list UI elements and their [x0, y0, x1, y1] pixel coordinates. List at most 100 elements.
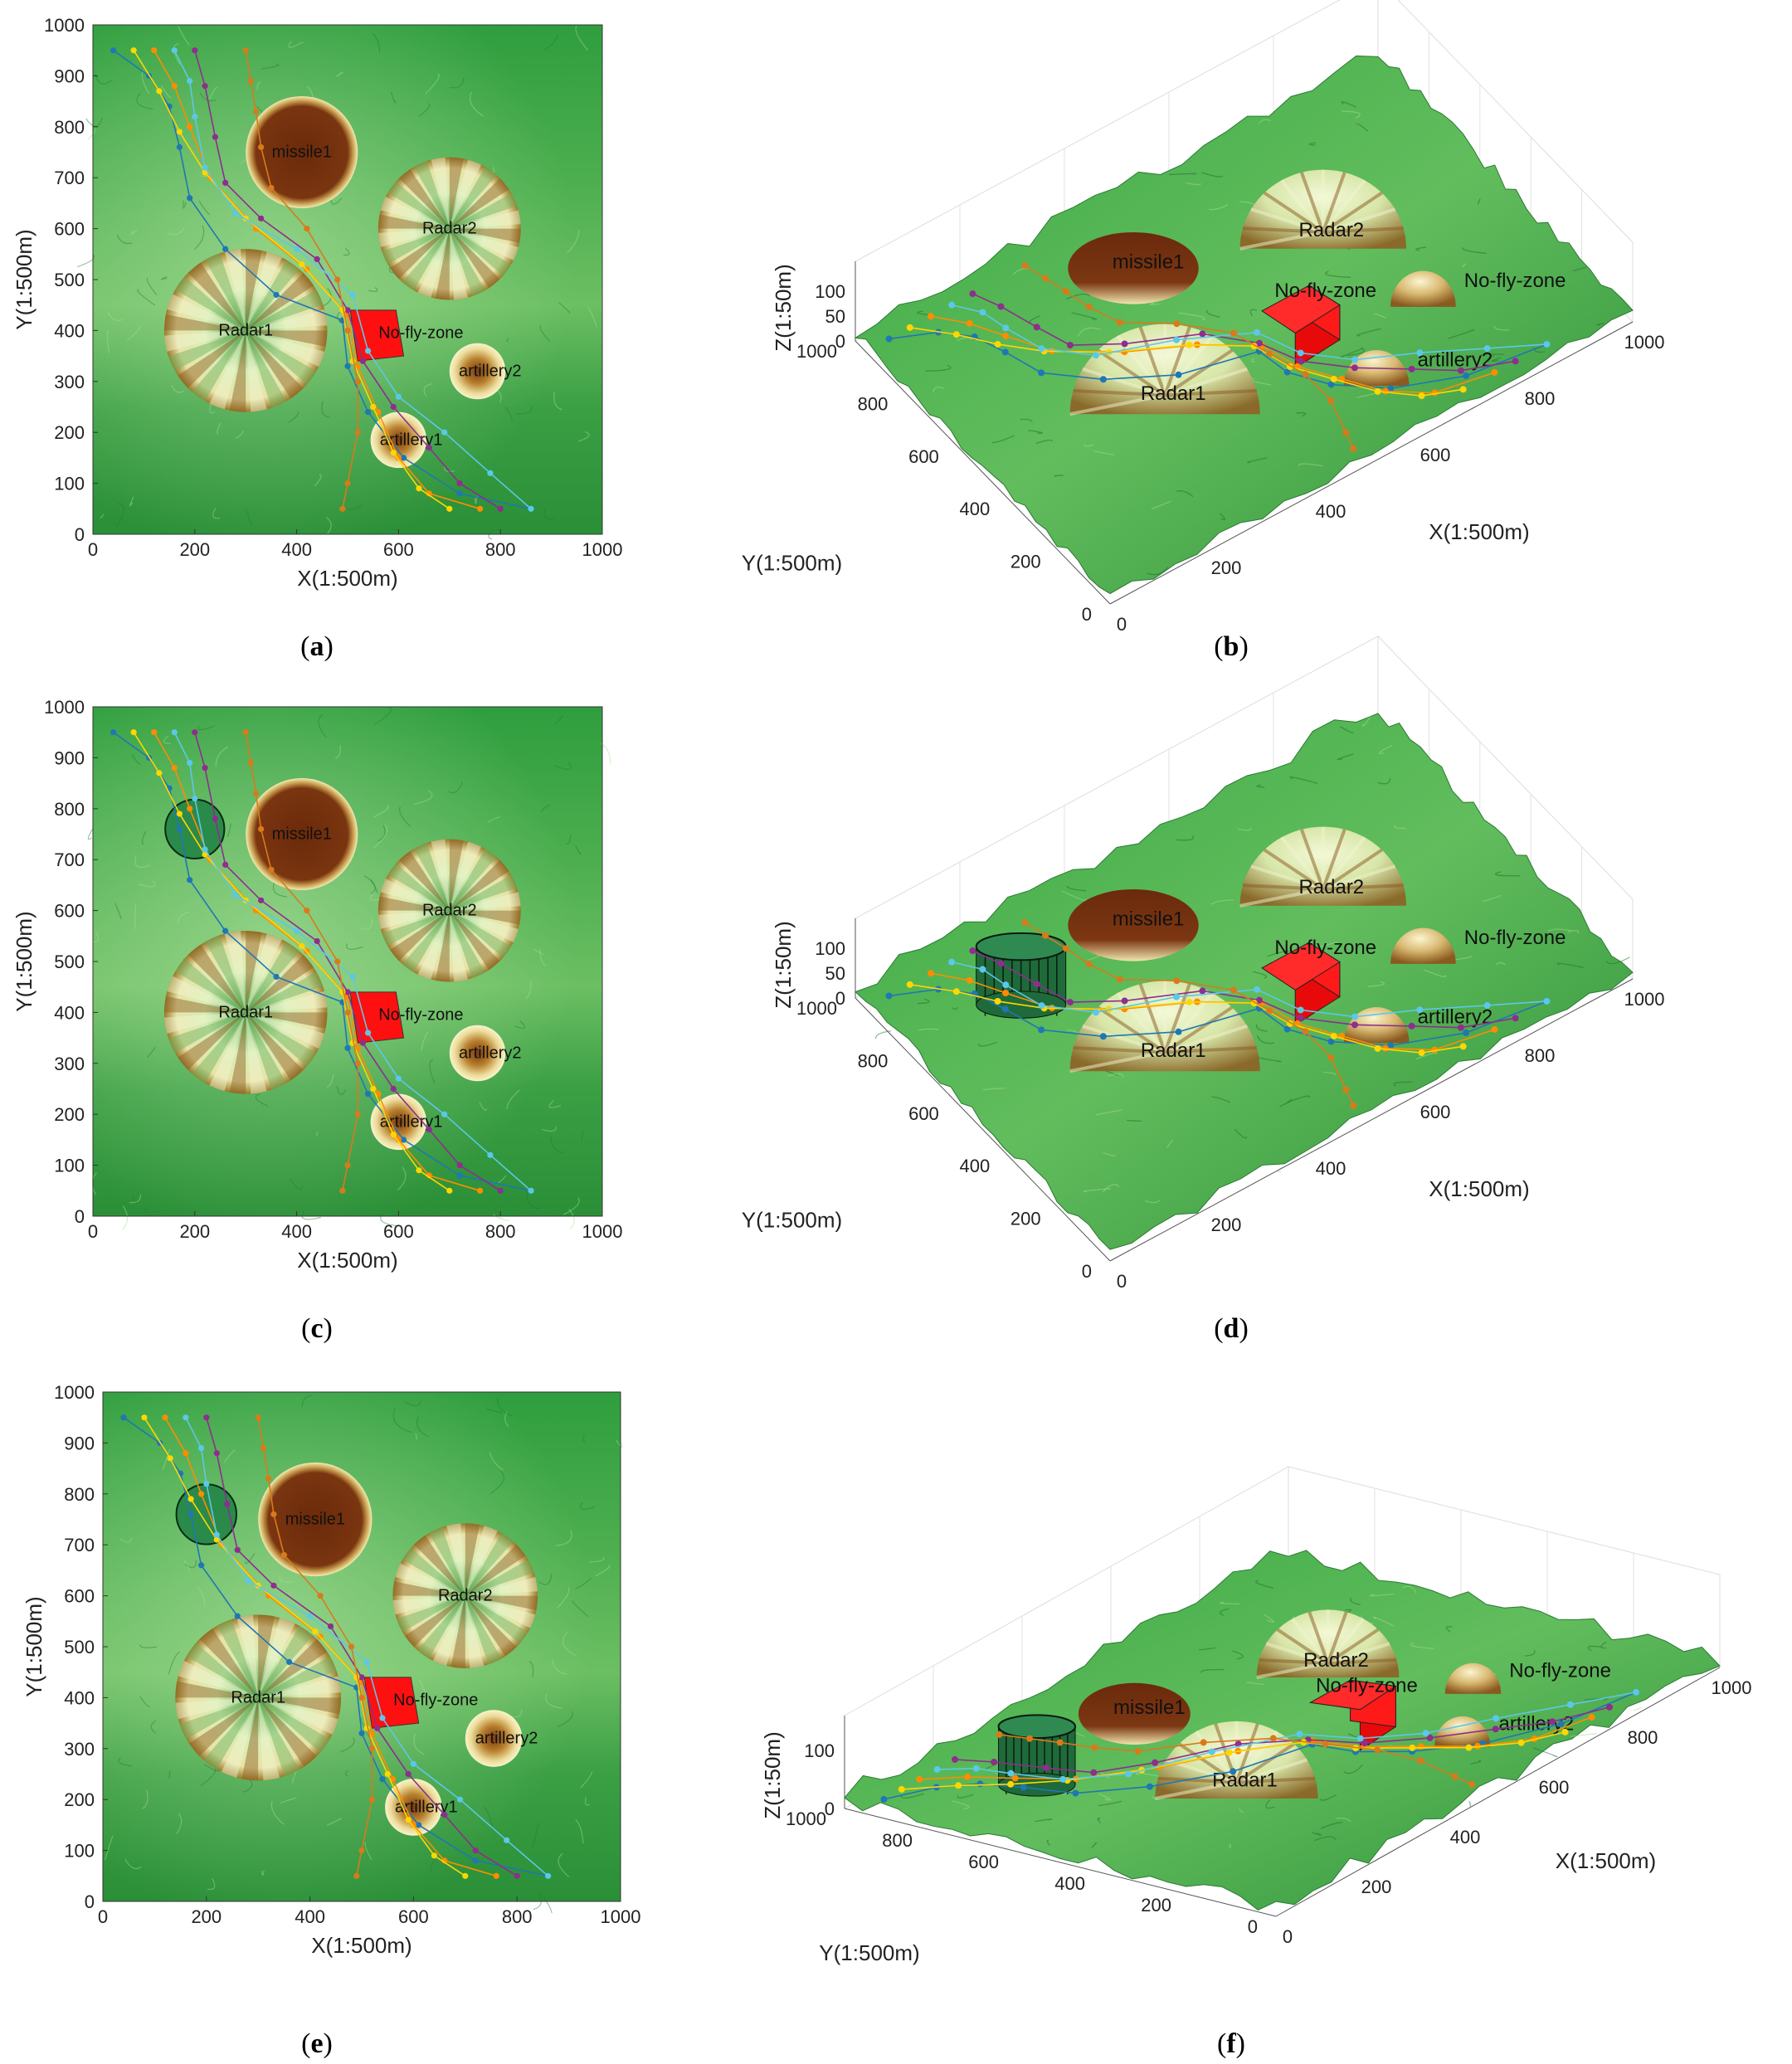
- path-point: [1230, 329, 1237, 337]
- path-point: [1408, 1022, 1415, 1030]
- y-tick-label: 600: [54, 219, 85, 240]
- radar-sector: [246, 330, 287, 408]
- radar-sector: [416, 1595, 465, 1659]
- radar-sector: [449, 910, 521, 925]
- path-point: [916, 1775, 923, 1783]
- radar-sector: [1154, 1780, 1237, 1800]
- path-point: [1090, 1769, 1098, 1776]
- path-point: [1056, 1739, 1064, 1746]
- radar-sector: [1326, 1611, 1348, 1664]
- radar-sector: [390, 228, 450, 280]
- path-point: [197, 1491, 205, 1497]
- terrain-ridge: [334, 744, 341, 759]
- terrain-ridge: [577, 431, 590, 442]
- terrain-ridge: [585, 1797, 590, 1806]
- artillery-dome: [1434, 1716, 1491, 1747]
- panel-caption: (a): [300, 631, 334, 662]
- path-point: [1033, 981, 1040, 988]
- panel-d: missile1Radar2Radar1No-fly-zoneartillery…: [742, 635, 1664, 1292]
- path-point: [431, 1852, 437, 1859]
- path-point: [110, 729, 117, 736]
- terrain-ridge: [1255, 1056, 1282, 1063]
- path-point: [1175, 371, 1182, 378]
- radar-sector: [192, 1012, 246, 1083]
- path-point: [497, 1187, 504, 1194]
- threat-label: Radar2: [1298, 219, 1364, 241]
- radar-sector: [1165, 389, 1257, 397]
- y-tick-label: 900: [54, 66, 85, 86]
- path-point: [1269, 1735, 1277, 1742]
- terrain-ridge: [142, 1789, 149, 1809]
- terrain-ridge: [131, 1195, 138, 1205]
- terrain-ridge: [171, 384, 184, 393]
- terrain-ridge: [256, 81, 261, 90]
- z-tick-label: 100: [804, 1740, 835, 1761]
- path-point: [213, 1536, 220, 1543]
- path-point: [1327, 1054, 1335, 1061]
- x-tick-label: 0: [1117, 614, 1127, 635]
- path-point: [1255, 996, 1263, 1004]
- path-point: [976, 1780, 984, 1788]
- radar-sector: [1322, 191, 1383, 234]
- path-point: [969, 290, 976, 298]
- terrain-ridge: [1362, 716, 1371, 727]
- radar-sector: [1326, 1618, 1365, 1665]
- path-point: [966, 976, 973, 984]
- y-tick-label: 800: [858, 393, 889, 414]
- radar-sector: [175, 276, 246, 331]
- y-tick-label: 500: [54, 952, 85, 972]
- path-point: [192, 795, 198, 802]
- path-point: [224, 1501, 231, 1507]
- path-point: [1483, 1001, 1491, 1009]
- radar-sector: [392, 1581, 465, 1596]
- path-point: [972, 1765, 980, 1772]
- terrain-ridge: [418, 103, 431, 117]
- terrain-ridge: [1238, 1808, 1244, 1813]
- terrain-ridge: [414, 790, 433, 805]
- path-point: [183, 1450, 189, 1457]
- terrain-ridge: [163, 735, 171, 744]
- path-point: [477, 1187, 484, 1194]
- path-point: [1351, 1013, 1359, 1020]
- path-point: [1042, 275, 1049, 282]
- radar-sector: [178, 330, 246, 388]
- path-point: [242, 47, 249, 54]
- threat-label: Radar1: [1141, 1039, 1206, 1062]
- y-tick-label: 400: [959, 1156, 990, 1176]
- path-point: [203, 1414, 210, 1421]
- terrain-ridge: [474, 495, 478, 504]
- radar-sector: [221, 1697, 259, 1778]
- path-point: [969, 947, 976, 955]
- path-point: [294, 927, 300, 934]
- path-point: [456, 490, 463, 497]
- terrain-highlight: [103, 1392, 621, 1901]
- radar-sector: [1322, 864, 1396, 891]
- radar-sector: [187, 944, 246, 1013]
- terrain-ridge: [139, 1643, 158, 1648]
- path-point: [991, 1759, 998, 1765]
- terrain-ridge: [370, 879, 376, 894]
- path-point: [255, 1414, 261, 1421]
- radar-sector: [209, 1012, 246, 1092]
- radar-sector: [1259, 1658, 1328, 1665]
- radar-sector: [178, 1012, 246, 1070]
- terrain-ridge: [1206, 309, 1220, 318]
- path-point: [162, 1414, 168, 1421]
- path-point: [252, 790, 260, 796]
- threat-label: Radar2: [438, 1587, 493, 1605]
- y-tick-label: 0: [75, 1206, 85, 1227]
- radar-sector: [1322, 207, 1396, 234]
- x-tick-label: 1000: [1624, 332, 1665, 353]
- terrain-ridge: [363, 875, 378, 893]
- path-point: [1002, 990, 1010, 996]
- path-point: [1296, 1731, 1303, 1738]
- path-point: [222, 861, 229, 868]
- obstacle-top: [975, 932, 1067, 961]
- terrain-ridge: [1127, 1119, 1142, 1122]
- radar-sector: [1299, 172, 1325, 233]
- y-tick-label: 800: [54, 117, 85, 138]
- path-point: [141, 1414, 148, 1421]
- path-point: [514, 1872, 520, 1879]
- terrain-ridge: [1286, 1095, 1311, 1104]
- path-point: [472, 1857, 479, 1864]
